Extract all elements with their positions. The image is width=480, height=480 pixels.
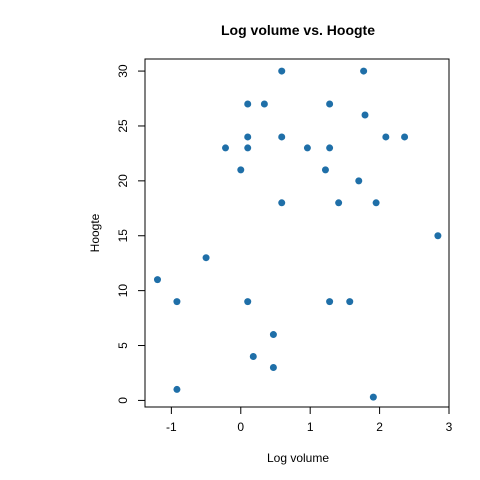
y-tick-label: 0: [116, 397, 130, 404]
data-point: [346, 298, 354, 306]
y-axis: 0 5 10 15 20 25 30: [116, 64, 146, 404]
x-axis: -1 0 1 2 3: [166, 406, 453, 434]
data-point: [222, 144, 230, 152]
data-point: [269, 331, 277, 339]
y-tick-label: 10: [116, 284, 130, 298]
data-point: [269, 363, 277, 371]
y-tick-label: 20: [116, 174, 130, 188]
data-point: [372, 199, 380, 207]
data-point: [244, 100, 252, 108]
y-axis-label: Hoogte: [88, 213, 102, 252]
x-tick-label: 1: [307, 420, 314, 434]
y-tick-label: 5: [116, 342, 130, 349]
data-point: [237, 166, 245, 174]
data-point: [401, 133, 409, 141]
data-point: [434, 232, 442, 240]
data-point: [360, 67, 368, 75]
data-point: [153, 276, 161, 284]
y-tick-label: 30: [116, 64, 130, 78]
x-axis-label: Log volume: [267, 451, 329, 465]
chart-title: Log volume vs. Hoogte: [221, 22, 375, 38]
x-tick-label: 2: [376, 420, 383, 434]
x-tick-label: 3: [446, 420, 453, 434]
data-point: [244, 298, 252, 306]
y-tick-label: 15: [116, 229, 130, 243]
data-point: [278, 67, 286, 75]
data-point: [361, 111, 369, 119]
data-point: [244, 133, 252, 141]
data-point: [173, 385, 181, 393]
data-point: [278, 199, 286, 207]
data-point: [326, 100, 334, 108]
data-point: [355, 177, 363, 185]
data-point: [326, 298, 334, 306]
data-point: [173, 298, 181, 306]
data-point: [335, 199, 343, 207]
x-tick-label: -1: [166, 420, 177, 434]
data-point: [303, 144, 311, 152]
y-tick-label: 25: [116, 119, 130, 133]
data-point: [278, 133, 286, 141]
data-point: [260, 100, 268, 108]
data-point: [369, 393, 377, 401]
data-point: [326, 144, 334, 152]
data-point: [321, 166, 329, 174]
x-tick-label: 0: [237, 420, 244, 434]
data-points: [153, 67, 442, 401]
data-point: [249, 353, 257, 361]
data-point: [244, 144, 252, 152]
data-point: [202, 254, 210, 262]
plot-area-frame: [144, 58, 450, 408]
data-point: [382, 133, 390, 141]
